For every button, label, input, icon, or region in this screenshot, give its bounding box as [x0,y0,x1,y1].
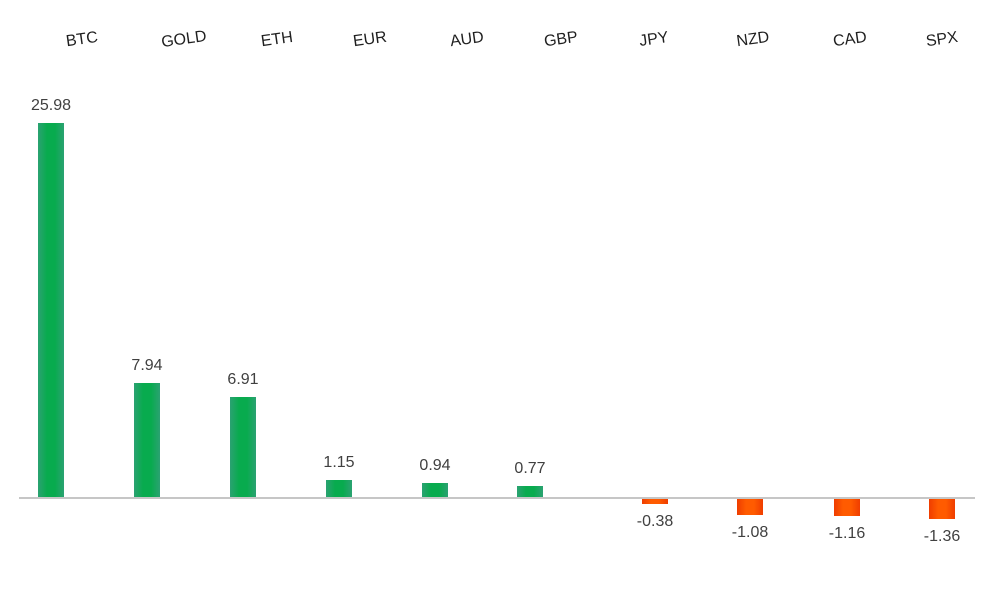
bar-aud [422,483,448,497]
category-label-gold: GOLD [160,27,208,52]
bar-eth [230,397,256,497]
bar-spx [929,499,955,519]
category-label-eth: ETH [259,28,294,51]
value-label-aud: 0.94 [419,457,451,474]
bar-btc [38,123,64,497]
category-label-nzd: NZD [735,28,771,51]
value-label-jpy: -0.38 [636,513,674,530]
category-label-spx: SPX [924,28,959,51]
value-label-spx: -1.36 [923,528,961,545]
bar-eur [326,480,352,497]
value-label-gbp: 0.77 [514,460,546,477]
value-label-cad: -1.16 [828,525,866,542]
bar-jpy [642,499,668,504]
value-label-eth: 6.91 [227,371,259,388]
bar-gold [134,383,160,497]
value-label-eur: 1.15 [323,454,355,471]
category-label-jpy: JPY [638,29,670,50]
category-label-aud: AUD [449,28,485,51]
category-label-gbp: GBP [543,28,579,51]
category-label-btc: BTC [64,28,99,51]
x-axis-baseline [19,497,975,499]
value-label-gold: 7.94 [131,357,163,374]
bar-nzd [737,499,763,515]
value-label-nzd: -1.08 [731,524,769,541]
bar-gbp [517,486,543,497]
value-label-btc: 25.98 [30,97,72,114]
category-label-cad: CAD [832,28,868,51]
category-label-eur: EUR [352,28,388,51]
bar-cad [834,499,860,516]
